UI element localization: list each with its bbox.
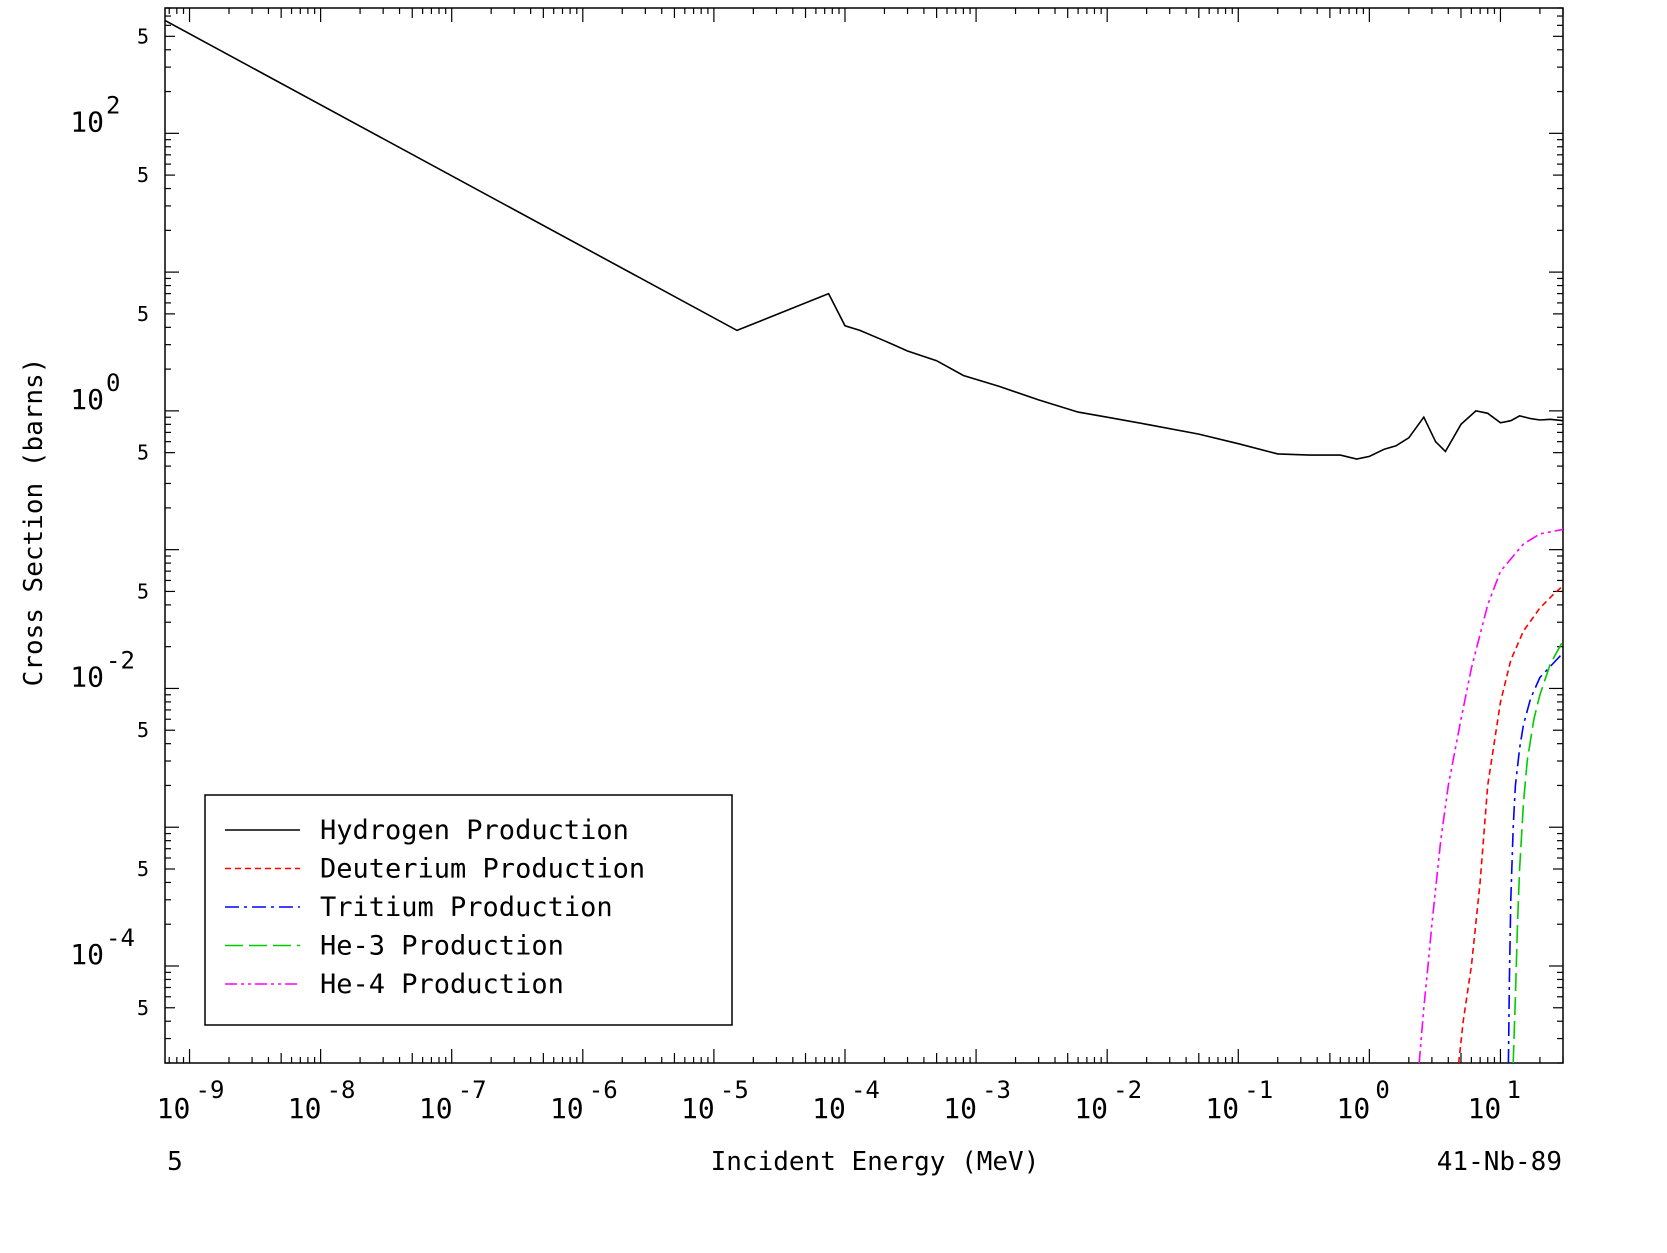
- series-line-3: [1512, 640, 1563, 1063]
- x-tick-base: 10: [157, 1092, 191, 1125]
- x-tick-exponent: -1: [1244, 1076, 1273, 1104]
- x-tick-base: 10: [1337, 1092, 1371, 1125]
- material-label: 41-Nb-89: [1437, 1147, 1562, 1177]
- legend-label: He-4 Production: [320, 969, 564, 1000]
- x-tick-exponent: -8: [327, 1076, 356, 1104]
- x-tick-label: 10-3: [943, 1076, 1011, 1125]
- axis-labels: 10-910-810-710-610-510-410-310-210-11001…: [70, 24, 1521, 1125]
- y-minor-tick-label: 5: [137, 857, 149, 881]
- x-tick-base: 10: [943, 1092, 977, 1125]
- y-minor-tick-label: 5: [137, 24, 149, 48]
- y-tick-base: 10: [70, 660, 104, 693]
- x-tick-base: 10: [1468, 1092, 1502, 1125]
- x-tick-base: 10: [550, 1092, 584, 1125]
- y-minor-tick-label: 5: [137, 579, 149, 603]
- x-tick-label: 10-5: [681, 1076, 749, 1125]
- y-axis-label: Cross Section (barns): [19, 358, 49, 687]
- y-tick-label: 10 -2: [70, 646, 135, 693]
- legend-label: Deuterium Production: [320, 854, 645, 885]
- x-tick-exponent: -5: [720, 1076, 749, 1104]
- x-tick-exponent: -7: [458, 1076, 487, 1104]
- y-tick-exponent: 0: [106, 369, 120, 397]
- y-tick-exponent: -4: [106, 924, 135, 952]
- x-tick-label: 100: [1337, 1076, 1390, 1125]
- legend-label: Hydrogen Production: [320, 815, 629, 846]
- series-line-4: [1418, 528, 1563, 1063]
- legend-label: Tritium Production: [320, 892, 613, 923]
- series-lines: [165, 19, 1563, 1063]
- x-tick-base: 10: [812, 1092, 846, 1125]
- x-tick-exponent: -6: [589, 1076, 618, 1104]
- x-tick-exponent: -3: [982, 1076, 1011, 1104]
- x-tick-exponent: -2: [1113, 1076, 1142, 1104]
- x-minor-label: 5: [167, 1147, 183, 1177]
- axis-ticks: [165, 7, 1564, 1064]
- series-line-2: [1507, 652, 1563, 1063]
- series-line-1: [1457, 585, 1563, 1063]
- y-tick-label: 10 0: [70, 369, 120, 416]
- x-tick-label: 101: [1468, 1076, 1521, 1125]
- x-tick-base: 10: [1074, 1092, 1108, 1125]
- y-minor-tick-label: 5: [137, 302, 149, 326]
- x-tick-exponent: -9: [196, 1076, 225, 1104]
- x-tick-label: 10-6: [550, 1076, 618, 1125]
- y-tick-base: 10: [70, 105, 104, 138]
- y-minor-tick-label: 5: [137, 996, 149, 1020]
- plot-frame: [164, 7, 1564, 1064]
- y-tick-label: 10 2: [70, 91, 120, 138]
- y-tick-base: 10: [70, 938, 104, 971]
- x-tick-base: 10: [419, 1092, 453, 1125]
- x-tick-label: 10-1: [1205, 1076, 1273, 1125]
- x-tick-base: 10: [1205, 1092, 1239, 1125]
- legend-label: He-3 Production: [320, 931, 564, 962]
- y-minor-tick-label: 5: [137, 718, 149, 742]
- legend-box: [204, 794, 733, 1026]
- x-tick-label: 10-2: [1074, 1076, 1142, 1125]
- x-tick-base: 10: [288, 1092, 322, 1125]
- y-tick-exponent: 2: [106, 91, 120, 119]
- x-tick-label: 10-7: [419, 1076, 487, 1125]
- x-tick-exponent: 0: [1375, 1076, 1389, 1104]
- y-minor-tick-label: 5: [137, 163, 149, 187]
- y-minor-tick-label: 5: [137, 441, 149, 465]
- y-tick-label: 10 -4: [70, 924, 135, 971]
- y-tick-base: 10: [70, 383, 104, 416]
- x-axis-label: Incident Energy (MeV): [711, 1147, 1040, 1177]
- legend: Hydrogen Production Deuterium Production T…: [204, 794, 733, 1026]
- x-tick-exponent: 1: [1506, 1076, 1520, 1104]
- x-tick-label: 10-8: [288, 1076, 356, 1125]
- x-tick-exponent: -4: [851, 1076, 880, 1104]
- series-line-0: [165, 19, 1563, 460]
- x-tick-label: 10-4: [812, 1076, 880, 1125]
- x-tick-base: 10: [681, 1092, 715, 1125]
- y-tick-exponent: -2: [106, 646, 135, 674]
- x-tick-label: 10-9: [157, 1076, 225, 1125]
